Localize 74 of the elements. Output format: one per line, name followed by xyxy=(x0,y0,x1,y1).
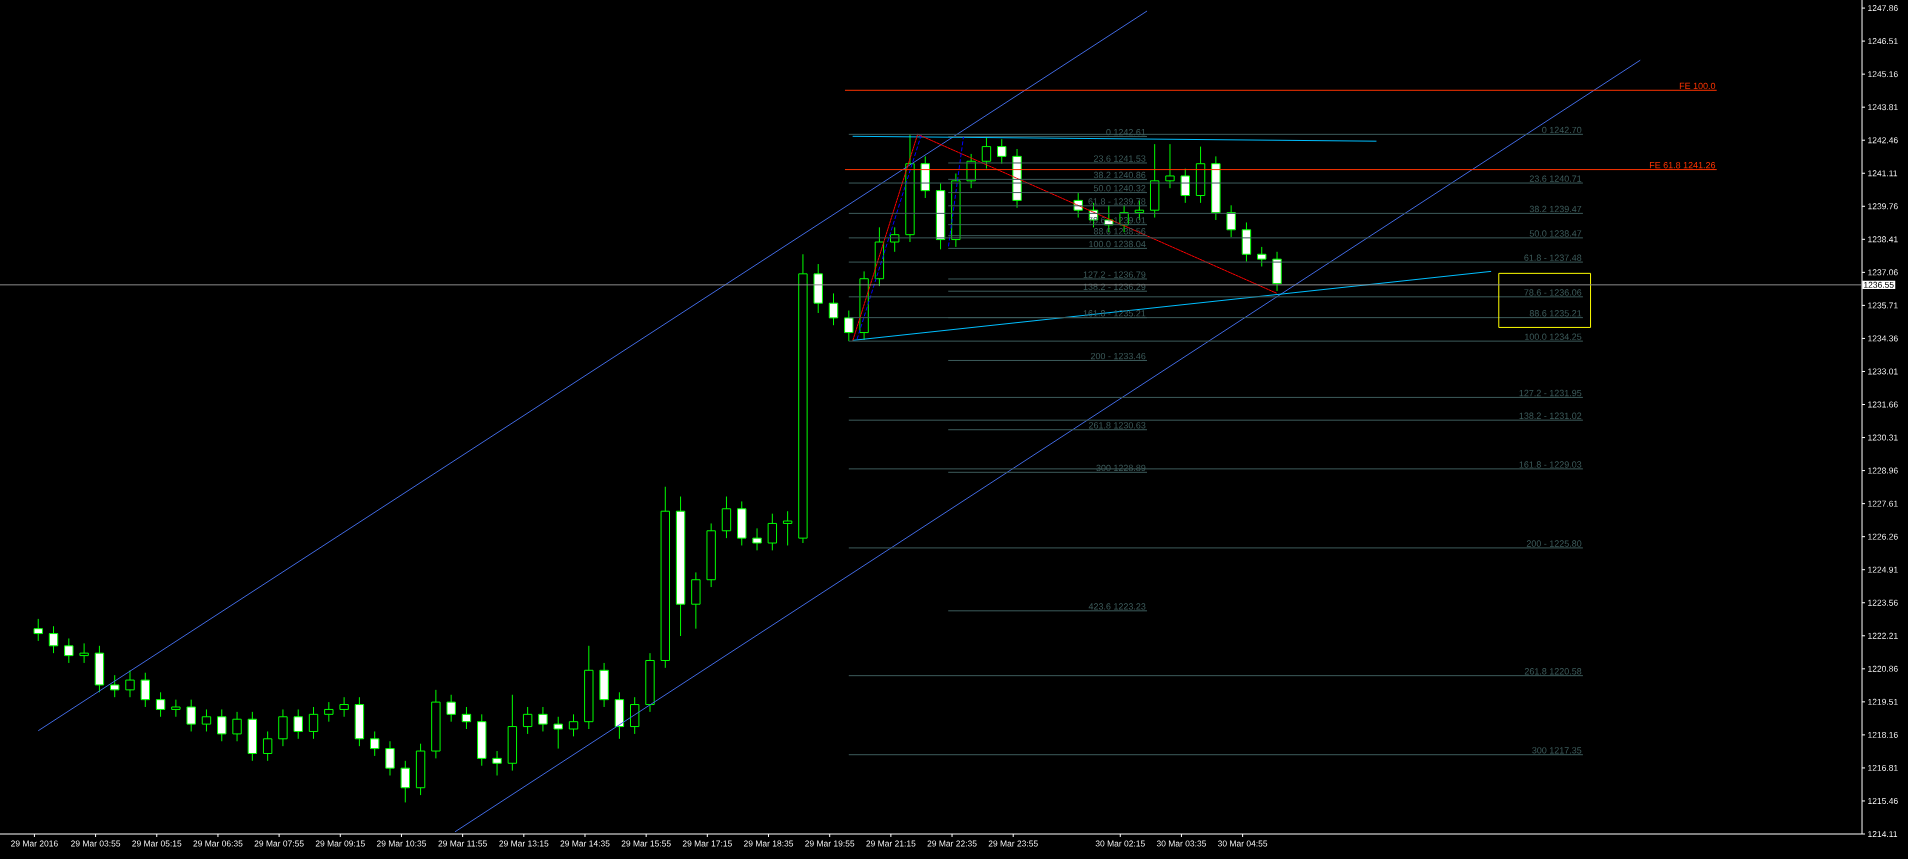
series-label: 423.6 1223.23 xyxy=(1088,603,1146,610)
y-tick-label: 1218.16 xyxy=(1868,731,1898,738)
y-tick-label: 1216.81 xyxy=(1868,764,1898,771)
series-label: 50.0 1238.47 xyxy=(1529,230,1582,237)
series-label: 78.6 - 1236.06 xyxy=(1524,289,1582,296)
series-label: 0 1242.61 xyxy=(1106,128,1146,136)
x-tick-label: 29 Mar 13:15 xyxy=(499,840,549,847)
series-label: FE 61.8 1241.26 xyxy=(1649,162,1716,169)
x-tick-label: 29 Mar 11:55 xyxy=(438,840,487,847)
series-label: 127.2 - 1231.95 xyxy=(1519,389,1582,397)
x-tick-label: 29 Mar 14:35 xyxy=(560,840,610,847)
ref-line-label: 1236.55 xyxy=(1864,281,1894,288)
x-tick-label: 29 Mar 18:35 xyxy=(743,840,794,847)
y-tick-label: 1239.76 xyxy=(1868,203,1898,210)
y-tick-label: 1234.36 xyxy=(1868,335,1898,342)
series-label: 261.8 1220.58 xyxy=(1524,668,1582,675)
y-tick-label: 1223.56 xyxy=(1868,599,1898,606)
series-label: 200 - 1225.80 xyxy=(1526,540,1582,547)
series-label: 261.8 1230.63 xyxy=(1088,422,1146,429)
series-label: 23.6 1241.53 xyxy=(1093,155,1146,162)
y-tick-label: 1224.91 xyxy=(1868,566,1898,573)
x-tick-label: 29 Mar 15:55 xyxy=(621,840,671,847)
series-label: 61.8 - 1237.48 xyxy=(1524,254,1582,261)
y-tick-label: 1227.61 xyxy=(1868,500,1898,507)
y-tick-label: 1219.51 xyxy=(1868,698,1898,705)
x-tick-label: 29 Mar 05:15 xyxy=(132,840,182,847)
x-tick-label: 29 Mar 06:35 xyxy=(193,840,243,847)
series-label: 138.2 - 1236.29 xyxy=(1083,283,1146,291)
y-tick-label: 1220.86 xyxy=(1868,665,1898,672)
y-tick-label: 1241.11 xyxy=(1868,170,1898,177)
y-tick-label: 1238.41 xyxy=(1868,236,1898,243)
x-tick-label: 30 Mar 04:55 xyxy=(1218,840,1268,847)
x-tick-label: 29 Mar 17:15 xyxy=(682,840,732,847)
y-tick-label: 1243.81 xyxy=(1868,104,1898,111)
x-tick-label: 29 Mar 19:55 xyxy=(805,840,855,847)
series-label: 300 1228.89 xyxy=(1096,464,1146,472)
series-label: 138.2 - 1231.02 xyxy=(1519,412,1582,419)
y-tick-label: 1237.06 xyxy=(1868,269,1898,276)
x-tick-label: 29 Mar 09:15 xyxy=(315,840,365,847)
y-tick-label: 1226.26 xyxy=(1868,533,1898,540)
y-tick-label: 1214.11 xyxy=(1868,831,1898,837)
x-tick-label: 29 Mar 03:55 xyxy=(71,840,121,847)
y-tick-label: 1230.31 xyxy=(1868,434,1898,441)
series-label: FE 100.0 xyxy=(1679,82,1716,90)
x-tick-label: 29 Mar 22:35 xyxy=(927,840,977,847)
series-label: 300 1217.35 xyxy=(1532,747,1582,754)
series-label: 161.8 - 1229.03 xyxy=(1519,461,1582,468)
y-tick-label: 1247.86 xyxy=(1868,5,1898,12)
y-tick-label: 1235.71 xyxy=(1868,302,1898,309)
y-tick-label: 1242.46 xyxy=(1868,137,1898,144)
series-label: 127.2 - 1236.79 xyxy=(1083,271,1146,278)
x-tick-label: 29 Mar 2016 xyxy=(11,840,58,847)
y-tick-label: 1246.51 xyxy=(1868,38,1898,45)
x-tick-label: 30 Mar 02:15 xyxy=(1095,840,1145,847)
y-tick-label: 1233.01 xyxy=(1868,368,1898,375)
y-tick-label: 1231.66 xyxy=(1868,401,1898,408)
y-tick-label: 1245.16 xyxy=(1868,71,1898,78)
series-label: 23.6 1240.71 xyxy=(1529,175,1582,182)
x-tick-label: 30 Mar 03:35 xyxy=(1156,840,1207,847)
x-tick-label: 29 Mar 10:35 xyxy=(376,840,427,847)
series-label: 100.0 1234.25 xyxy=(1525,333,1582,340)
series-label: 88.6 1235.21 xyxy=(1529,310,1582,317)
series-label: 200 - 1233.46 xyxy=(1090,352,1146,360)
series-label: 50.0 1240.32 xyxy=(1093,185,1146,192)
x-tick-label: 29 Mar 21:15 xyxy=(866,840,916,847)
y-tick-label: 1215.46 xyxy=(1868,797,1898,804)
x-tick-label: 29 Mar 23:55 xyxy=(988,840,1038,847)
series-label: 38.2 1240.86 xyxy=(1093,171,1146,179)
series-label: 0 1242.70 xyxy=(1542,126,1582,134)
series-label: 100.0 1238.04 xyxy=(1089,240,1146,248)
y-tick-label: 1228.96 xyxy=(1868,467,1898,474)
series-label: 38.2 1239.47 xyxy=(1529,205,1582,213)
y-tick-label: 1222.21 xyxy=(1868,632,1898,639)
x-tick-label: 29 Mar 07:55 xyxy=(254,840,304,847)
